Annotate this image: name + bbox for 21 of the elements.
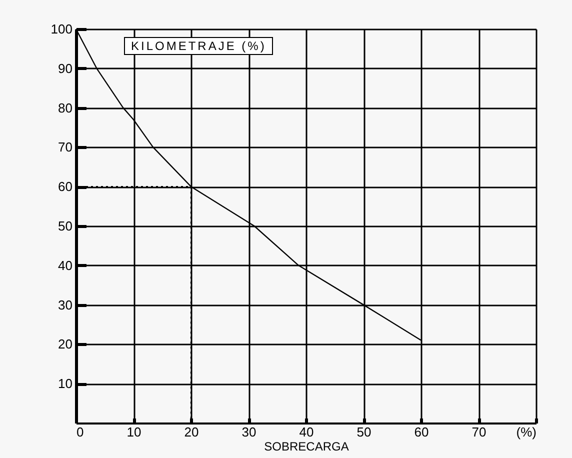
x-tick-label: 60 (414, 424, 429, 440)
x-tick-label: 0 (76, 424, 84, 440)
x-tick-label: 70 (472, 424, 486, 440)
y-tick-label: 90 (58, 60, 72, 76)
y-tick-label: 10 (58, 376, 72, 392)
y-tick-label: 30 (58, 297, 72, 312)
x-tick-label: 50 (356, 424, 372, 440)
x-tick-label: 30 (242, 424, 256, 440)
x-axis-title: SOBRECARGA (264, 440, 349, 454)
x-tick-label: 40 (299, 424, 314, 440)
y-tick-label: 20 (58, 336, 72, 352)
y-tick-label: 60 (58, 179, 72, 194)
x-tick-label: (%) (516, 424, 536, 440)
x-tick-label: 20 (184, 424, 199, 440)
y-tick-label: 50 (58, 218, 72, 234)
y-tick-label: 70 (58, 140, 72, 155)
y-tick-label: 40 (58, 258, 72, 273)
y-axis-title: KILOMETRAJE (%) (124, 37, 274, 55)
x-tick-label: 10 (126, 424, 142, 440)
y-tick-label: 100 (50, 22, 72, 36)
y-tick-label: 80 (58, 100, 72, 116)
